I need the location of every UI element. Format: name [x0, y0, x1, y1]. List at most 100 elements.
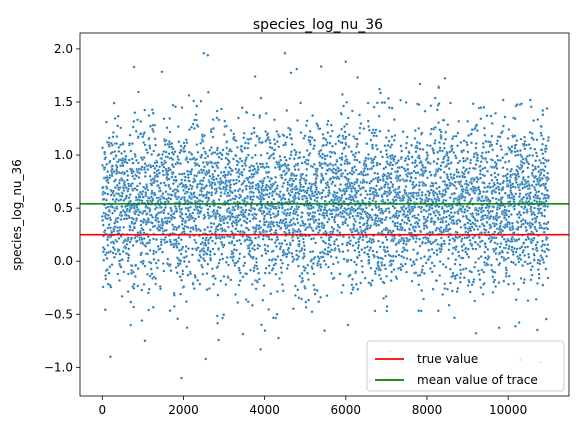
data-point — [415, 236, 419, 240]
data-point — [134, 263, 138, 267]
data-point — [101, 185, 105, 189]
data-point — [106, 243, 110, 247]
data-point — [146, 235, 150, 239]
data-point — [164, 206, 168, 209]
data-point — [195, 196, 199, 200]
data-point — [235, 239, 239, 243]
data-point — [119, 143, 122, 147]
data-point — [295, 217, 299, 221]
data-point — [301, 197, 305, 201]
data-point — [468, 238, 472, 242]
data-point — [501, 124, 505, 128]
data-point — [336, 244, 340, 248]
data-point — [103, 150, 107, 154]
data-point — [112, 157, 116, 161]
data-point — [391, 239, 395, 243]
data-point — [367, 258, 371, 262]
data-point — [129, 199, 133, 203]
data-point — [269, 216, 273, 220]
data-point — [382, 296, 386, 300]
data-point — [439, 176, 443, 180]
data-point — [385, 274, 389, 278]
data-point — [203, 156, 207, 160]
data-point — [219, 194, 223, 198]
data-point — [283, 239, 287, 242]
data-point — [480, 151, 484, 155]
data-point — [245, 156, 248, 160]
data-point — [318, 263, 322, 267]
data-point — [191, 216, 195, 220]
data-point — [196, 246, 200, 250]
data-point — [281, 206, 284, 210]
data-point — [459, 268, 463, 272]
data-point — [316, 231, 320, 235]
data-point — [388, 145, 392, 149]
data-point — [462, 166, 465, 170]
data-point — [481, 141, 485, 145]
data-point — [143, 162, 147, 166]
data-point — [255, 162, 259, 165]
data-point — [391, 259, 395, 263]
data-point — [148, 124, 152, 128]
data-point — [482, 224, 486, 228]
data-point — [347, 133, 351, 137]
data-point — [105, 198, 108, 202]
data-point — [217, 338, 221, 342]
data-point — [467, 235, 471, 239]
data-point — [200, 200, 204, 203]
data-point — [477, 185, 481, 189]
data-point — [105, 120, 108, 124]
data-point — [143, 143, 147, 147]
data-point — [487, 204, 491, 208]
data-point — [385, 194, 389, 198]
data-point — [119, 198, 123, 202]
data-point — [284, 217, 288, 221]
data-point — [367, 128, 371, 132]
data-point — [482, 105, 486, 109]
data-point — [168, 309, 172, 313]
data-point — [320, 195, 324, 199]
data-point — [482, 181, 486, 185]
data-point — [156, 216, 160, 220]
data-point — [305, 167, 309, 171]
data-point — [275, 235, 279, 239]
data-point — [419, 309, 423, 313]
data-point — [296, 236, 300, 240]
data-point — [443, 193, 447, 197]
data-point — [350, 190, 354, 193]
data-point — [383, 254, 387, 258]
data-point — [162, 269, 166, 273]
data-point — [358, 221, 362, 225]
data-point — [112, 101, 116, 105]
data-point — [341, 235, 345, 239]
data-point — [176, 264, 180, 268]
data-point — [283, 197, 287, 201]
data-point — [119, 265, 123, 269]
data-point — [452, 199, 456, 203]
data-point — [277, 161, 281, 165]
data-point — [417, 103, 421, 107]
data-point — [430, 247, 434, 251]
data-point — [273, 166, 277, 170]
data-point — [131, 182, 134, 185]
data-point — [427, 197, 431, 201]
data-point — [192, 287, 196, 290]
data-point — [277, 336, 280, 340]
data-point — [394, 187, 397, 191]
data-point — [103, 247, 106, 251]
data-point — [370, 279, 374, 283]
data-point — [258, 114, 262, 118]
data-point — [474, 331, 478, 335]
data-point — [416, 191, 420, 195]
data-point — [387, 210, 391, 214]
data-point — [285, 267, 289, 270]
data-point — [461, 256, 465, 260]
data-point — [369, 224, 373, 228]
data-point — [267, 237, 271, 241]
data-point — [405, 179, 409, 183]
data-point — [353, 165, 357, 169]
data-point — [125, 194, 129, 198]
data-point — [308, 151, 312, 155]
data-point — [442, 239, 446, 243]
data-point — [336, 260, 340, 264]
